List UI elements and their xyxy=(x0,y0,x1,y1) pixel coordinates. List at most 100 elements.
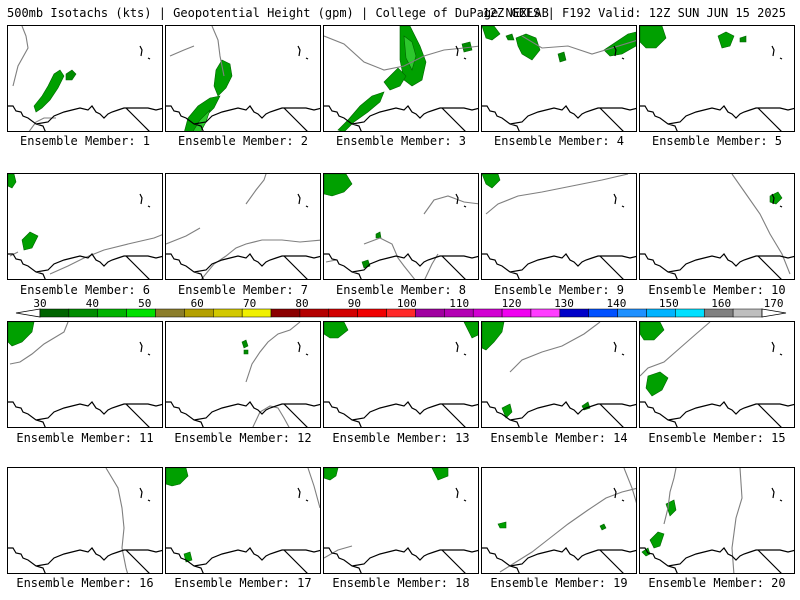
isotach-shading xyxy=(769,191,783,205)
isotach-shading xyxy=(375,231,382,239)
map-canvas xyxy=(640,322,794,427)
colorbar-swatch xyxy=(675,308,705,318)
coastline xyxy=(8,547,162,573)
colorbar-swatch xyxy=(386,308,416,318)
island-outline xyxy=(771,487,775,499)
isotach-shading xyxy=(717,31,735,49)
island-outline xyxy=(621,205,625,208)
ensemble-member-label: Ensemble Member: 11 xyxy=(16,431,154,445)
coastline xyxy=(324,401,478,427)
island-outline xyxy=(147,205,151,208)
coastline xyxy=(125,107,150,131)
map-canvas xyxy=(324,174,478,279)
height-contour xyxy=(166,174,320,279)
island-outline xyxy=(621,499,625,502)
map-canvas xyxy=(482,322,636,427)
isotach-shading xyxy=(497,521,507,529)
ensemble-map-panel xyxy=(481,25,637,132)
ensemble-map-panel xyxy=(639,25,795,132)
ensemble-member-label: Ensemble Member: 3 xyxy=(335,134,467,148)
island-outline xyxy=(771,341,775,353)
island-outline xyxy=(621,353,625,356)
map-canvas xyxy=(482,468,636,573)
ensemble-map-panel xyxy=(639,321,795,428)
map-canvas xyxy=(640,468,794,573)
isotach-shading xyxy=(501,403,513,419)
chart-title: 500mb Isotachs (kts) | Geopotential Heig… xyxy=(7,6,549,20)
island-outline xyxy=(463,57,467,60)
map-canvas xyxy=(8,174,162,279)
ensemble-member-label: Ensemble Member: 16 xyxy=(16,576,154,590)
colorbar-tick-label: 140 xyxy=(606,297,627,310)
isotach-shading xyxy=(21,231,39,251)
height-contour xyxy=(640,322,711,377)
colorbar-tick-label: 100 xyxy=(396,297,417,310)
isotach-shading xyxy=(324,174,353,197)
ensemble-member-label: Ensemble Member: 9 xyxy=(493,283,625,297)
isotach-shading xyxy=(557,51,567,63)
map-canvas xyxy=(482,174,636,279)
ensemble-map-panel xyxy=(323,467,479,574)
colorbar-high-arrow xyxy=(761,308,787,318)
ensemble-map-panel xyxy=(323,25,479,132)
colorbar-swatch xyxy=(213,308,243,318)
isotach-shading xyxy=(431,468,449,481)
ensemble-member-label: Ensemble Member: 17 xyxy=(174,576,312,590)
colorbar xyxy=(15,308,787,318)
coastline xyxy=(324,253,478,279)
isotach-shading xyxy=(337,91,385,131)
colorbar-tick-label: 60 xyxy=(190,297,204,310)
isotach-shading xyxy=(515,33,541,61)
coastline xyxy=(757,549,782,573)
island-outline xyxy=(305,353,309,356)
colorbar-swatch xyxy=(472,308,503,318)
colorbar-swatch xyxy=(559,308,589,318)
coastline xyxy=(599,549,624,573)
island-outline xyxy=(771,45,775,57)
colorbar-swatch xyxy=(444,308,474,318)
coastline xyxy=(166,253,320,279)
ensemble-map-panel xyxy=(481,173,637,280)
colorbar-tick-label: 30 xyxy=(33,297,47,310)
colorbar-swatch xyxy=(415,308,445,318)
isotach-shading xyxy=(33,69,65,113)
coastline xyxy=(640,105,794,131)
ensemble-member-label: Ensemble Member: 13 xyxy=(332,431,470,445)
ensemble-map-panel xyxy=(7,467,163,574)
height-contour xyxy=(105,468,129,573)
island-outline xyxy=(613,45,617,57)
colorbar-swatch xyxy=(97,308,127,318)
isotach-shading xyxy=(213,59,233,97)
colorbar-swatch xyxy=(270,308,301,318)
island-outline xyxy=(305,57,309,60)
isotach-shading xyxy=(505,33,515,41)
coastline xyxy=(166,401,320,427)
island-outline xyxy=(139,487,143,499)
isotach-shading xyxy=(649,531,665,549)
colorbar-tick-label: 80 xyxy=(295,297,309,310)
colorbar-swatch xyxy=(155,308,185,318)
island-outline xyxy=(297,193,301,205)
coastline xyxy=(757,403,782,427)
island-outline xyxy=(771,193,775,205)
ensemble-member-label: Ensemble Member: 1 xyxy=(19,134,151,148)
ensemble-map-panel xyxy=(165,467,321,574)
isotach-shading xyxy=(192,109,211,131)
isotach-shading xyxy=(482,322,505,351)
island-outline xyxy=(779,499,783,502)
coastline xyxy=(482,401,636,427)
height-contour xyxy=(663,468,743,573)
island-outline xyxy=(455,193,459,205)
coastline xyxy=(283,549,308,573)
colorbar-tick-label: 110 xyxy=(449,297,470,310)
ensemble-map-panel xyxy=(7,321,163,428)
colorbar-swatch xyxy=(588,308,618,318)
coastline xyxy=(125,403,150,427)
coastline xyxy=(757,255,782,279)
ensemble-map-panel xyxy=(639,173,795,280)
height-contour xyxy=(325,195,478,279)
colorbar-swatch xyxy=(646,308,676,318)
isotach-shading xyxy=(599,523,607,531)
coastline xyxy=(757,107,782,131)
coastline xyxy=(482,547,636,573)
